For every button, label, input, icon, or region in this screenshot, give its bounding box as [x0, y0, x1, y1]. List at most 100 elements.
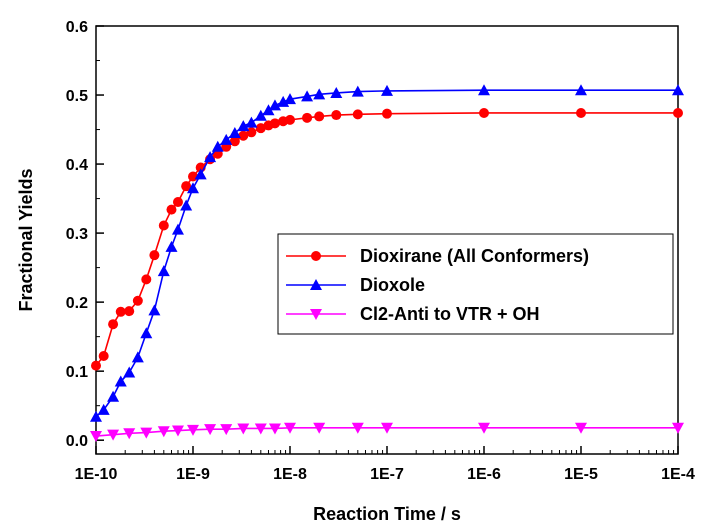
- y-tick-label: 0.6: [66, 19, 88, 36]
- data-point: [132, 295, 143, 306]
- data-point: [246, 127, 257, 138]
- data-point: [204, 424, 217, 436]
- data-point: [172, 197, 183, 208]
- data-point: [187, 182, 199, 194]
- data-point: [268, 99, 281, 111]
- data-point: [165, 240, 178, 252]
- data-point: [124, 306, 135, 317]
- data-point: [254, 423, 267, 435]
- data-point: [672, 84, 684, 96]
- data-point: [91, 360, 101, 371]
- data-point: [238, 130, 249, 141]
- data-point: [166, 204, 177, 215]
- legend-marker: [310, 279, 322, 290]
- data-point: [228, 127, 241, 138]
- data-point: [269, 118, 280, 129]
- data-point: [211, 140, 224, 152]
- data-point: [381, 422, 393, 434]
- data-point: [158, 220, 169, 231]
- data-point: [352, 109, 363, 120]
- data-point: [575, 84, 587, 96]
- data-point: [171, 223, 184, 235]
- data-point: [313, 88, 326, 100]
- data-point: [90, 431, 102, 443]
- data-point: [479, 107, 489, 118]
- data-point: [673, 107, 683, 118]
- data-point: [90, 410, 102, 422]
- data-point: [277, 95, 290, 107]
- data-point: [157, 265, 170, 277]
- data-point: [284, 93, 296, 105]
- data-point: [382, 108, 392, 119]
- data-point: [123, 366, 136, 378]
- data-point: [330, 86, 343, 98]
- data-point: [381, 84, 393, 96]
- data-point: [229, 136, 240, 147]
- legend-box: [277, 233, 674, 335]
- data-point: [313, 422, 326, 434]
- data-point: [268, 423, 281, 435]
- legend-marker: [311, 251, 321, 261]
- data-point: [181, 181, 192, 192]
- data-point: [149, 250, 160, 261]
- ticks: 1E-10 1E-9 1E-8 1E-7 1E-6 1E-5 1E-4 0.0 0.1 0.2 0.…: [66, 19, 695, 483]
- data-point: [314, 111, 325, 122]
- x-tick-label: 1E-10: [75, 466, 118, 483]
- data-point: [672, 422, 684, 434]
- y-tick-label: 0.3: [66, 226, 88, 243]
- y-tick-label: 0.2: [66, 295, 88, 312]
- data-point: [98, 350, 109, 361]
- data-point: [575, 422, 587, 434]
- data-point: [254, 109, 267, 121]
- series-2: [90, 422, 684, 443]
- x-tick-label: 1E-9: [176, 466, 210, 483]
- data-point: [157, 426, 170, 438]
- data-point: [255, 123, 266, 134]
- data-point: [576, 107, 586, 118]
- legend-marker: [310, 309, 322, 320]
- data-point: [140, 427, 153, 439]
- data-point: [187, 424, 199, 436]
- data-point: [107, 429, 120, 441]
- data-point: [141, 274, 152, 285]
- x-tick-label: 1E-4: [661, 466, 695, 483]
- data-point: [237, 423, 250, 435]
- y-tick-label: 0.5: [66, 88, 88, 105]
- data-point: [204, 151, 217, 163]
- data-point: [351, 422, 364, 434]
- data-point: [108, 319, 119, 330]
- data-point: [245, 116, 258, 128]
- data-point: [237, 120, 250, 132]
- data-point: [171, 425, 184, 437]
- data-point: [351, 85, 364, 97]
- data-point: [180, 199, 193, 211]
- data-point: [123, 428, 136, 440]
- data-point: [331, 110, 342, 121]
- x-tick-label: 1E-7: [370, 466, 404, 483]
- data-point: [220, 424, 233, 436]
- data-point: [107, 390, 120, 402]
- x-axis-title: Reaction Time / s: [313, 504, 461, 524]
- y-axis-title: Fractional Yields: [16, 168, 36, 311]
- data-point: [285, 114, 295, 125]
- legend-label: Dioxirane (All Conformers): [360, 246, 589, 266]
- x-tick-label: 1E-8: [273, 466, 307, 483]
- data-point: [115, 306, 126, 317]
- legend-label: Dioxole: [360, 275, 425, 295]
- data-point: [478, 422, 490, 434]
- data-point: [140, 327, 153, 339]
- data-point: [148, 304, 161, 316]
- data-point: [302, 112, 313, 123]
- y-tick-label: 0.1: [66, 364, 88, 381]
- y-tick-label: 0.4: [66, 157, 88, 174]
- x-tick-label: 1E-5: [564, 466, 598, 483]
- data-point: [284, 422, 296, 434]
- data-point: [194, 168, 207, 180]
- data-point: [301, 90, 314, 102]
- data-point: [131, 351, 144, 363]
- legend: Dioxirane (All Conformers) Dioxole Cl2-Ant…: [277, 233, 674, 335]
- data-point: [478, 84, 490, 96]
- data-point: [262, 104, 275, 116]
- data-point: [114, 375, 127, 387]
